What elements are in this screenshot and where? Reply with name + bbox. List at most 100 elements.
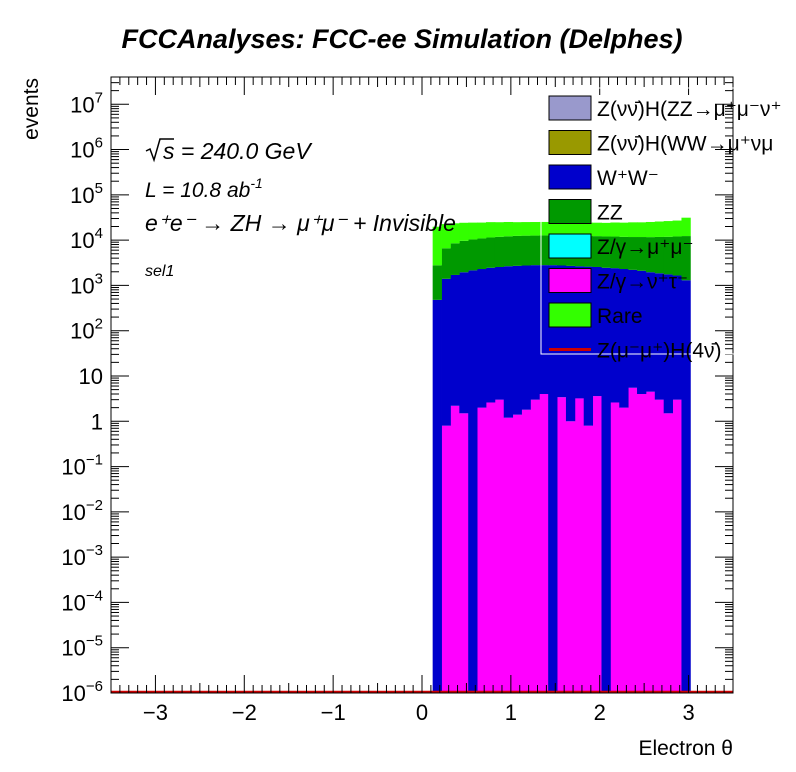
bar-w-w-21 [619, 269, 629, 408]
bar-rare-19 [601, 222, 611, 237]
bar-z-3 [459, 413, 469, 693]
bar-rare-8 [503, 221, 514, 237]
bar-w-w-26 [663, 274, 673, 414]
legend-entry-2: W⁺W⁻ [548, 164, 659, 190]
bar-z-12 [539, 394, 549, 693]
bar-z-1 [441, 425, 451, 693]
bar-z-26 [663, 413, 673, 693]
bar-zz-12 [539, 235, 549, 266]
y-tick-labels: 10−6 10−5 10−4 10−3 10−2 10−1 1 10 102 103 104 105 1… [61, 89, 103, 706]
bar-z-23 [637, 394, 647, 693]
y-tick-label-0: 10−6 [61, 678, 103, 706]
bar-rare-6 [485, 222, 496, 238]
bar-rare-24 [645, 221, 656, 238]
bar-zz-1 [441, 248, 451, 279]
bar-rare-11 [530, 222, 540, 236]
bar-rare-18 [592, 222, 602, 237]
bar-w-w-7 [494, 266, 505, 400]
sqrt-s-text: s = 240.0 GeV [163, 138, 313, 164]
legend-entry-5: Z/γ→ν⁺τ⁻ [548, 268, 688, 294]
bar-z-27 [672, 399, 682, 693]
bar-w-w-1 [441, 278, 451, 426]
bar-zz-25 [654, 236, 665, 274]
bar-w-w-20 [610, 268, 620, 403]
bar-zz-0 [432, 265, 442, 300]
x-tick-label-2: −1 [321, 700, 346, 725]
x-tick-label-0: −3 [143, 700, 168, 725]
bar-w-w-18 [592, 266, 602, 397]
bar-rare-17 [583, 222, 594, 237]
bar-z-18 [592, 396, 602, 693]
bar-w-w-24 [645, 272, 656, 392]
x-tick-label-3: 0 [416, 700, 428, 725]
bar-zz-27 [672, 236, 682, 276]
y-tick-label-4: 10−2 [61, 497, 103, 525]
legend-entry-3: ZZ [548, 199, 623, 225]
legend-swatch [548, 95, 592, 121]
bar-rare-23 [637, 222, 647, 238]
bar-w-w-12 [539, 265, 549, 395]
y-tick-label-10: 104 [70, 225, 103, 253]
y-tick-label-11: 105 [70, 180, 103, 208]
bar-z-22 [628, 387, 638, 693]
y-tick-label-2: 10−4 [61, 587, 103, 615]
bar-rare-5 [477, 222, 487, 239]
legend-swatch [548, 130, 592, 155]
bar-rare-0 [432, 226, 442, 266]
legend-label: Z/γ→μ⁺μ⁻ [597, 236, 694, 259]
legend-swatch [548, 268, 592, 293]
y-tick-label-1: 10−5 [61, 633, 103, 661]
bar-rare-25 [654, 221, 665, 237]
bar-z-21 [619, 407, 629, 693]
bar-rare-26 [663, 221, 673, 237]
bar-z-11 [530, 399, 540, 693]
bar-rare-14 [557, 222, 567, 236]
x-tick-label-1: −2 [232, 700, 257, 725]
bar-z-7 [494, 399, 505, 693]
legend-label: Z(μ⁻μ⁺)H(4ν̄) [597, 340, 722, 363]
bar-z-14 [557, 397, 567, 693]
bar-zz-24 [645, 237, 656, 273]
bar-w-w-8 [503, 266, 514, 418]
bar-rare-9 [512, 222, 522, 236]
bar-zz-22 [628, 237, 638, 270]
selection-text: sel1 [145, 263, 174, 280]
y-tick-label-3: 10−3 [61, 542, 103, 570]
bar-w-w-22 [628, 269, 638, 388]
luminosity-exponent: -1 [250, 175, 262, 191]
legend-label: Rare [597, 305, 643, 328]
bar-z-2 [450, 405, 460, 693]
bar-rare-28 [681, 217, 691, 237]
legend-swatch [548, 233, 592, 259]
bar-w-w-23 [637, 270, 647, 395]
bar-z-15 [565, 421, 576, 693]
bar-w-w-3 [459, 272, 469, 414]
bar-zz-7 [494, 236, 505, 267]
bar-zz-26 [663, 236, 673, 275]
bar-zz-2 [450, 243, 460, 275]
bar-z-9 [512, 414, 522, 693]
bar-rare-4 [468, 222, 478, 240]
bar-z-17 [583, 425, 594, 693]
bar-w-w-9 [512, 265, 522, 415]
legend-swatch [548, 164, 592, 190]
luminosity-text: L = 10.8 ab-1 [145, 175, 263, 202]
bar-w-w-11 [530, 265, 540, 400]
bar-z-5 [477, 407, 487, 693]
x-tick-labels: −3 −2 −1 0 1 2 3 [143, 700, 695, 725]
bar-z-6 [485, 402, 496, 693]
bar-rare-10 [521, 222, 531, 236]
bar-w-w-16 [574, 266, 585, 399]
bar-w-w-2 [450, 274, 460, 406]
bar-zz-10 [521, 235, 531, 266]
bar-zz-18 [592, 236, 602, 267]
bar-w-w-4 [468, 270, 478, 693]
bar-rare-7 [494, 222, 505, 237]
bar-zz-23 [637, 237, 647, 271]
bar-rare-20 [610, 222, 620, 237]
legend-label: W⁺W⁻ [597, 167, 659, 190]
bar-zz-3 [459, 240, 469, 273]
sqrt-symbol [145, 138, 174, 163]
bar-w-w-0 [432, 299, 442, 693]
